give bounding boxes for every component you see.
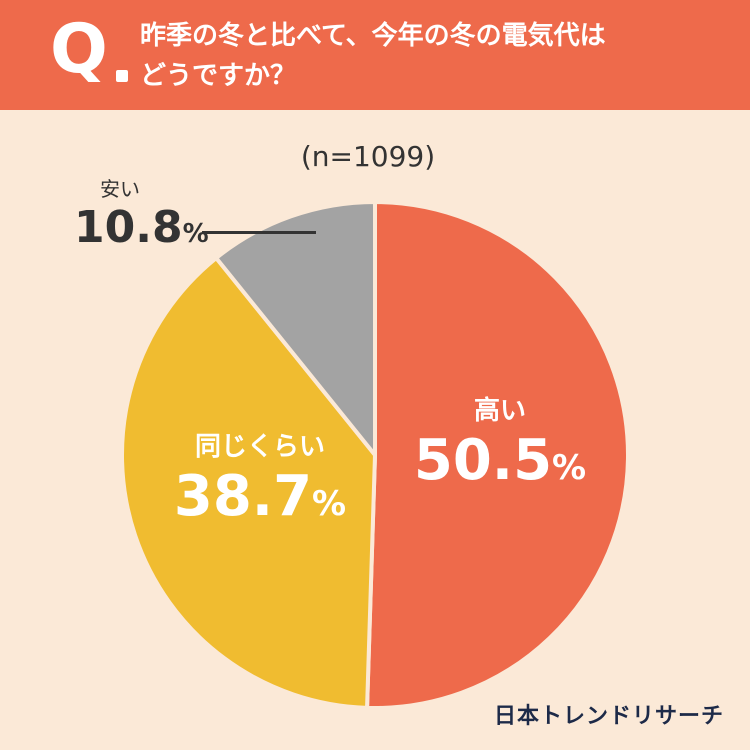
sample-size-text: (n=1099) bbox=[300, 140, 436, 173]
leader-line-cheap bbox=[202, 231, 316, 234]
slice-value-cheap: 10.8% bbox=[74, 202, 209, 253]
slice-value-high: 50.5% bbox=[413, 428, 587, 493]
pie-slice-high bbox=[365, 200, 630, 710]
question-line-2: どうですか？ bbox=[140, 61, 297, 91]
question-header: Q 昨季の冬と比べて、今年の冬の電気代は どうですか？ bbox=[0, 0, 750, 110]
q-mark: Q bbox=[50, 10, 108, 89]
brand-logo: 日本トレンドリサーチ bbox=[493, 704, 724, 729]
slice-label-same: 同じくらい 38.7% bbox=[160, 430, 360, 537]
slice-name-same: 同じくらい bbox=[194, 432, 325, 462]
slice-name-high: 高い bbox=[473, 396, 526, 426]
slice-value-same: 38.7% bbox=[173, 464, 347, 529]
question-line-1: 昨季の冬と比べて、今年の冬の電気代は bbox=[140, 21, 606, 51]
pie-slice-same bbox=[120, 256, 377, 710]
pie-slice-cheap bbox=[214, 200, 377, 457]
slice-name-cheap: 安い bbox=[100, 177, 140, 201]
q-dot bbox=[116, 70, 128, 82]
question-text: 昨季の冬と比べて、今年の冬の電気代は どうですか？ bbox=[140, 16, 720, 96]
slice-label-high: 高い 50.5% bbox=[400, 394, 600, 501]
slice-label-cheap: 安い 10.8% bbox=[74, 176, 209, 260]
sample-size: (n=1099) bbox=[0, 140, 750, 173]
